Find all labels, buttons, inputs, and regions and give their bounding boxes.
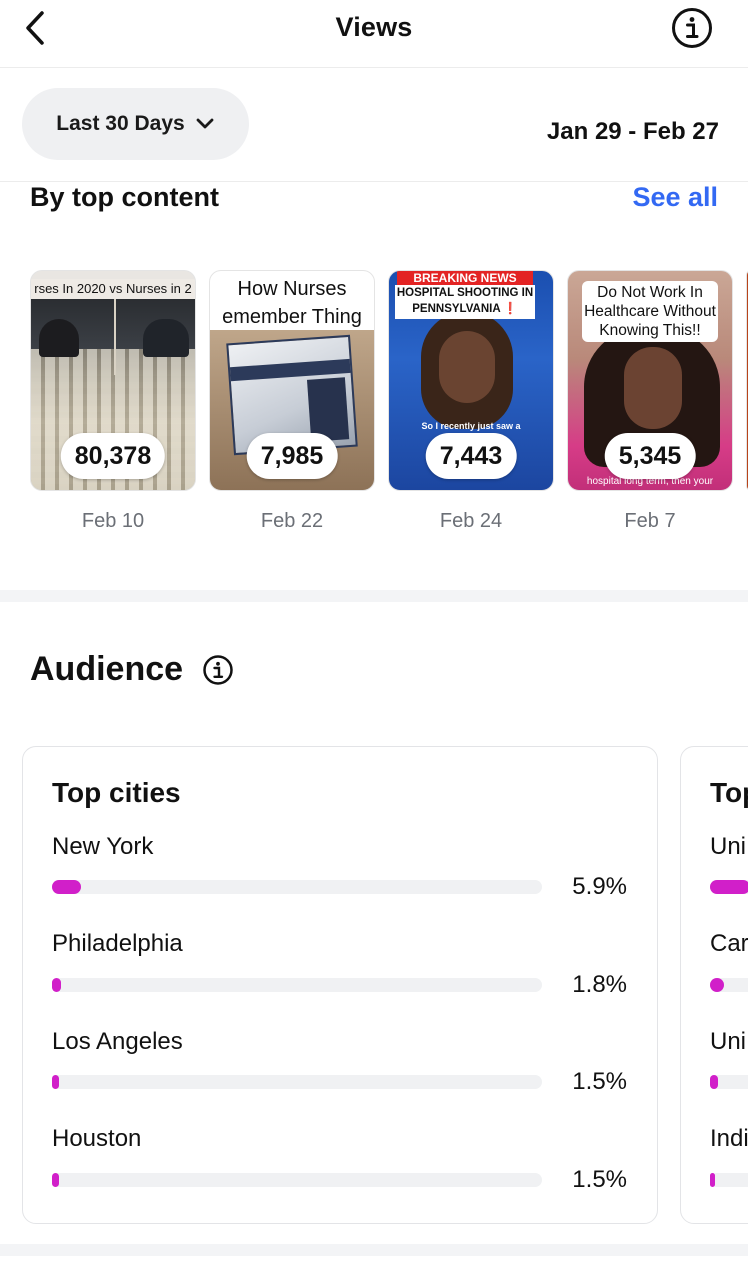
city-percentage: 1.5%	[572, 1068, 627, 1095]
city-bar-track	[52, 1173, 542, 1187]
card-title: Top	[710, 777, 748, 808]
breaking-news-banner: BREAKING NEWS	[397, 271, 533, 285]
content-thumbnail[interactable]: How Nurses emember Thing 7,985	[209, 270, 375, 491]
date-range-dropdown[interactable]: Last 30 Days	[22, 88, 249, 160]
thumbnail-image	[584, 327, 720, 467]
thumbnail-caption: rses In 2020 vs Nurses in 2	[31, 279, 195, 299]
thumbnail-date: Feb 10	[81, 510, 145, 532]
country-bar-fill	[710, 1075, 718, 1089]
country-label: Car	[710, 930, 748, 957]
thumbnail-subtitle: So I recently just saw a	[421, 421, 521, 431]
thumbnail-caption: How Nurses emember Thing	[222, 278, 362, 328]
view-count: 80,378	[60, 433, 166, 479]
country-label: Uni	[710, 1028, 747, 1055]
country-bar-fill	[710, 978, 724, 992]
thumbnail-caption: Do Not Work In Healthcare Without Knowin…	[582, 281, 718, 342]
city-label: Los Angeles	[52, 1028, 183, 1055]
see-all-link[interactable]: See all	[632, 182, 718, 212]
top-countries-card[interactable]: Top Uni Car Uni Indi	[680, 746, 748, 1224]
audience-info-button[interactable]	[202, 654, 234, 686]
section-divider	[0, 1244, 748, 1256]
thumbnail-date: Feb 22	[260, 510, 324, 532]
content-thumbnail[interactable]: BREAKING NEWS HOSPITAL SHOOTING IN PENNS…	[388, 270, 554, 491]
country-bar-track	[710, 880, 748, 894]
city-bar-fill	[52, 1173, 60, 1187]
thumbnail-date: Feb 7	[624, 510, 676, 532]
back-button[interactable]	[14, 6, 58, 50]
country-label: Uni	[710, 833, 747, 860]
content-thumbnail[interactable]: Do Not Work In Healthcare Without Knowin…	[567, 270, 733, 491]
country-label: Indi	[710, 1125, 748, 1152]
city-bar-track	[52, 880, 542, 894]
thumbnail-image	[421, 311, 513, 429]
thumbnail-subtitle: hospital long term, then your	[586, 476, 714, 487]
country-bar-track	[710, 1075, 748, 1089]
city-label: New York	[52, 833, 154, 860]
city-bar-fill	[52, 978, 61, 992]
city-label: Philadelphia	[52, 930, 183, 957]
city-percentage: 5.9%	[572, 873, 627, 900]
date-range-text: Jan 29 - Feb 27	[546, 118, 719, 145]
city-bar-fill	[52, 880, 81, 894]
thumbnail-date: Feb 24	[439, 510, 503, 532]
city-bar-fill	[52, 1075, 60, 1089]
card-title: Top cities	[52, 777, 181, 808]
info-circle-icon	[203, 655, 233, 685]
content-thumbnail[interactable]: rses In 2020 vs Nurses in 2 80,378	[30, 270, 196, 491]
city-bar-track	[52, 1075, 542, 1089]
country-bar-fill	[710, 880, 748, 894]
filter-row: Last 30 Days Jan 29 - Feb 27	[0, 68, 748, 182]
view-count: 7,985	[246, 433, 338, 479]
city-percentage: 1.8%	[572, 971, 627, 998]
city-percentage: 1.5%	[572, 1166, 627, 1193]
page-title: Views	[335, 12, 413, 42]
top-content-title: By top content	[30, 182, 219, 212]
chevron-down-icon	[196, 118, 214, 129]
view-count: 5,345	[604, 433, 696, 479]
audience-title: Audience	[30, 650, 184, 688]
country-bar-track	[710, 1173, 748, 1187]
top-bar: Views	[0, 0, 748, 68]
info-button[interactable]	[670, 6, 714, 50]
top-cities-card[interactable]: Top cities New York 5.9% Philadelphia 1.…	[22, 746, 658, 1224]
chevron-left-icon	[26, 11, 44, 45]
section-divider	[0, 590, 748, 602]
info-circle-icon	[672, 8, 712, 48]
country-bar-fill	[710, 1173, 715, 1187]
city-bar-track	[52, 978, 542, 992]
date-range-dropdown-label: Last 30 Days	[56, 112, 185, 135]
country-bar-track	[710, 978, 748, 992]
view-count: 7,443	[425, 433, 517, 479]
city-label: Houston	[52, 1125, 142, 1152]
thumbnail-caption: HOSPITAL SHOOTING IN PENNSYLVANIA ❗	[395, 285, 535, 319]
